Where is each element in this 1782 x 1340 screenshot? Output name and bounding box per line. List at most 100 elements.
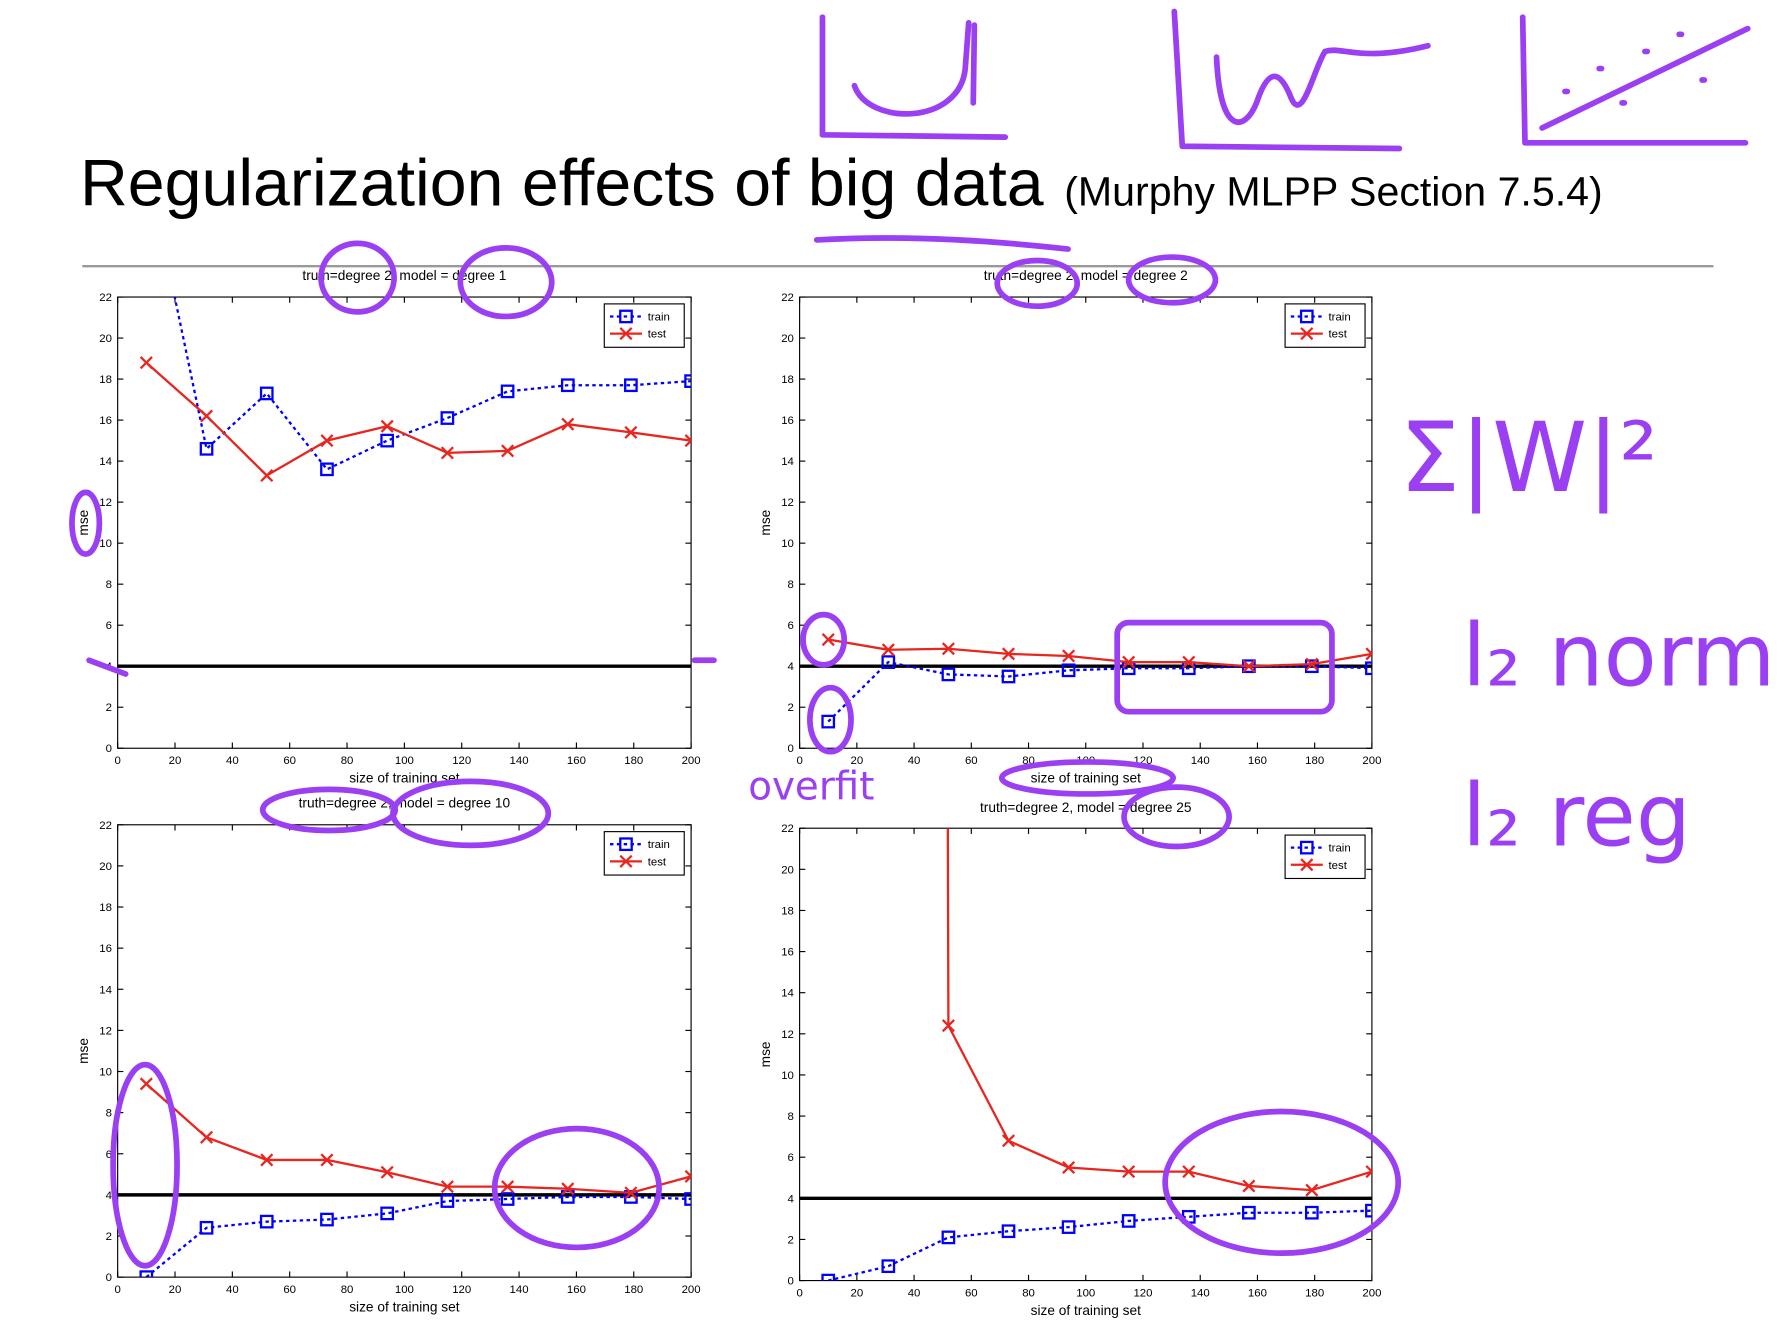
legend-marker [1300, 858, 1314, 872]
marker [139, 1077, 153, 1091]
marker [1122, 655, 1136, 669]
y-tick-label: 8 [106, 579, 112, 591]
circle [390, 778, 552, 849]
y-axis-label: mse [76, 510, 91, 536]
x-tick-label: 140 [510, 1284, 529, 1296]
plot-area [117, 824, 692, 1278]
x-tick-label: 60 [283, 1284, 296, 1296]
annotation: Σ|W|² [1399, 402, 1658, 515]
marker [561, 1182, 575, 1196]
y-tick-label: 22 [99, 820, 112, 832]
chart-title: truth=degree 2, model = degree 2 [984, 268, 1188, 283]
legend-label: train [648, 839, 670, 851]
circle [318, 240, 397, 315]
y-tick-label: 16 [99, 943, 112, 955]
marker [881, 655, 896, 669]
y-tick-label: 10 [781, 538, 794, 550]
y-tick-label: 8 [788, 1111, 794, 1123]
x-tick-label: 60 [965, 755, 978, 767]
x-tick-label: 120 [1133, 1288, 1152, 1300]
plot-data [117, 1077, 692, 1278]
legend-label: test [648, 329, 667, 341]
marker [624, 378, 638, 393]
y-tick-label: 20 [99, 333, 112, 345]
circle [1162, 1108, 1402, 1257]
marker [501, 444, 515, 458]
plot-area [799, 296, 1373, 749]
sketch-fit [1519, 14, 1751, 146]
y-tick-label: 0 [106, 1272, 112, 1284]
legend-box [603, 303, 685, 348]
series-line [173, 297, 692, 471]
legend-label: train [1329, 843, 1351, 855]
x-tick-label: 140 [1191, 1288, 1210, 1300]
legend-marker [1299, 840, 1314, 855]
series-line [145, 1083, 692, 1194]
sketch-underfit [819, 14, 1009, 140]
series-line [827, 660, 1372, 723]
x-tick-label: 0 [114, 755, 120, 767]
sketch-overfit [1171, 8, 1431, 152]
y-tick-label: 16 [99, 415, 112, 427]
legend-marker [1300, 327, 1314, 341]
chart: 0 20 40 60 80 100 120 140 160 180 200 0 2 4 6 8 10 12 14 16… [758, 800, 1382, 1318]
x-tick-label: 60 [283, 755, 296, 767]
marker [440, 1194, 455, 1208]
marker [684, 1192, 692, 1206]
y-axis-label: mse [758, 510, 773, 536]
slide-subtitle: (Murphy MLPP Section 7.5.4) [1064, 169, 1602, 215]
marker [560, 378, 575, 393]
circle [994, 257, 1081, 310]
y-tick-label: 14 [781, 988, 794, 1000]
x-tick-label: 160 [1248, 755, 1267, 767]
y-tick-label: 18 [99, 374, 112, 386]
annotation: overfit [748, 765, 874, 810]
marker [821, 714, 836, 729]
x-axis-label: size of training set [349, 771, 460, 786]
x-tick-label: 180 [1305, 755, 1324, 767]
y-tick-label: 14 [99, 984, 112, 996]
marker [260, 468, 274, 482]
x-tick-label: 200 [1362, 755, 1381, 767]
y-tick-label: 12 [781, 1029, 794, 1041]
marker [1242, 1205, 1256, 1220]
y-tick-label: 20 [781, 864, 794, 876]
marker [560, 1190, 575, 1204]
marker [624, 1186, 638, 1200]
x-axis-label: size of training set [349, 1299, 460, 1314]
legend-marker [619, 309, 633, 324]
marker [500, 1192, 515, 1206]
y-tick-label: 22 [781, 823, 794, 835]
annotation: l₂ reg [1462, 765, 1691, 866]
plot-data [799, 828, 1372, 1281]
marker [320, 462, 334, 477]
charts: 0 20 40 60 80 100 120 140 160 180 2000246810121416… [76, 268, 1382, 1318]
y-tick-label: 6 [106, 1149, 112, 1161]
x-tick-label: 160 [1248, 1288, 1267, 1300]
marker [1061, 1220, 1076, 1234]
marker [684, 1169, 692, 1183]
legend: train test [603, 303, 685, 348]
x-tick-label: 180 [1305, 1288, 1324, 1300]
x-tick-label: 0 [796, 755, 802, 767]
plot-area [117, 296, 692, 749]
circle [69, 489, 103, 557]
marker [1001, 1224, 1016, 1239]
x-tick-label: 80 [341, 1284, 354, 1296]
marker [1121, 1214, 1136, 1228]
marker [380, 1206, 395, 1221]
y-tick-label: 10 [99, 1067, 112, 1079]
marker [440, 411, 455, 425]
x-axis-label: size of training set [1031, 771, 1142, 786]
y-tick-label: 22 [99, 292, 112, 304]
marker [941, 667, 956, 682]
y-tick-label: 4 [788, 661, 795, 673]
marker [440, 1180, 454, 1194]
circle [1121, 784, 1232, 850]
marker [1305, 1183, 1319, 1197]
legend-label: train [648, 311, 670, 323]
x-tick-label: 100 [395, 1284, 414, 1296]
legend: train test [1284, 303, 1366, 348]
circle [110, 1061, 180, 1269]
